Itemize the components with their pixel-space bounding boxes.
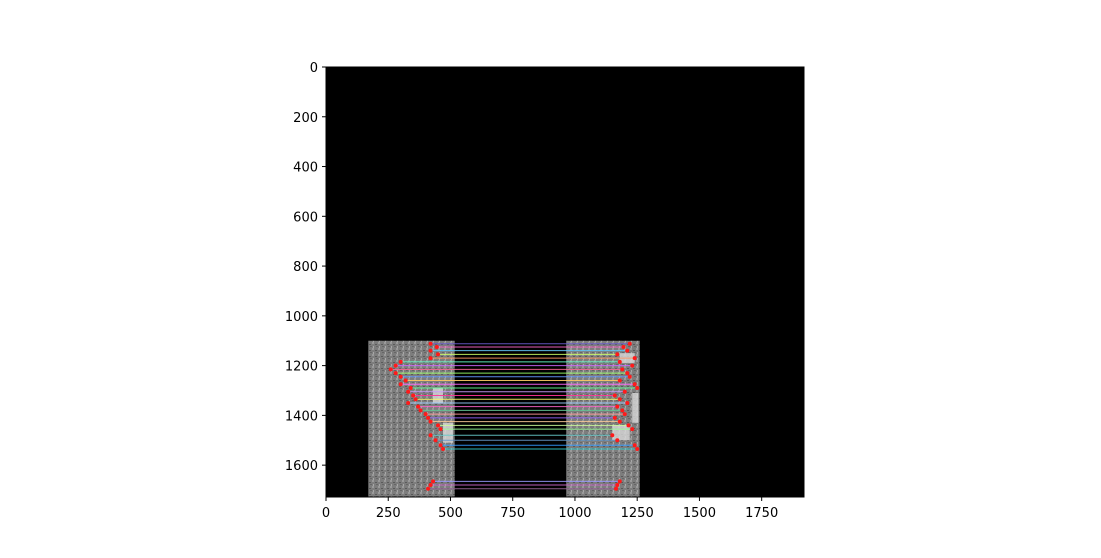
x-tick-label: 250 — [376, 506, 401, 521]
keypoint — [398, 382, 403, 387]
keypoint — [622, 389, 627, 394]
keypoint — [625, 348, 630, 353]
keypoint — [617, 479, 622, 484]
keypoint — [416, 404, 421, 409]
axes-frame — [325, 66, 805, 498]
keypoint — [428, 419, 433, 424]
keypoint — [615, 483, 620, 488]
keypoint — [617, 397, 622, 402]
x-tick-label: 1250 — [621, 506, 654, 521]
x-tick-label: 750 — [500, 506, 525, 521]
keypoint — [433, 438, 438, 443]
keypoint — [436, 423, 441, 428]
keypoint — [428, 341, 433, 346]
keypoint — [610, 433, 615, 438]
keypoint — [625, 400, 630, 405]
keypoint — [612, 393, 617, 398]
keypoint — [426, 486, 431, 491]
keypoint — [438, 427, 443, 432]
match-lines — [390, 343, 638, 490]
keypoints — [388, 341, 640, 491]
keypoint — [617, 359, 622, 364]
keypoint — [438, 443, 443, 448]
y-tick-label: 1000 — [285, 310, 318, 325]
axes — [325, 66, 805, 498]
keypoint — [428, 483, 433, 488]
keypoint — [406, 389, 411, 394]
keypoint — [408, 386, 413, 391]
keypoint — [632, 443, 637, 448]
keypoint — [436, 352, 441, 357]
keypoint — [622, 412, 627, 417]
keypoint — [615, 404, 620, 409]
keypoint — [612, 415, 617, 420]
keypoint — [617, 419, 622, 424]
y-tick-label: 800 — [293, 260, 318, 275]
keypoint — [423, 412, 428, 417]
keypoint — [630, 427, 635, 432]
keypoint — [441, 446, 446, 451]
y-tick-label: 1400 — [285, 409, 318, 424]
x-tick-label: 500 — [438, 506, 463, 521]
keypoint — [393, 371, 398, 376]
keypoint — [630, 363, 635, 368]
keypoint — [403, 378, 408, 383]
keypoint — [620, 408, 625, 413]
keypoint — [635, 386, 640, 391]
keypoint — [620, 367, 625, 372]
keypoint — [388, 367, 393, 372]
keypoint — [393, 363, 398, 368]
bright-patch — [632, 392, 639, 423]
keypoint — [626, 423, 631, 428]
x-tick-label: 1500 — [683, 506, 716, 521]
y-axis-ticks: 0 200 400 600 800 1000 1200 1400 1600 — [285, 61, 326, 474]
y-tick-label: 600 — [293, 210, 318, 225]
keypoint — [426, 415, 431, 420]
keypoint — [434, 344, 439, 349]
keypoint — [428, 348, 433, 353]
keypoint — [428, 433, 433, 438]
x-tick-label: 1000 — [558, 506, 591, 521]
bright-patch — [443, 422, 453, 443]
y-tick-label: 1200 — [285, 360, 318, 375]
keypoint — [614, 486, 619, 491]
keypoint — [398, 359, 403, 364]
keypoint — [418, 408, 423, 413]
keypoint — [625, 371, 630, 376]
keypoint — [431, 479, 436, 484]
keypoint — [627, 374, 632, 379]
x-axis-ticks: 0 250 500 750 1000 1250 1500 1750 — [322, 497, 778, 521]
keypoint — [617, 378, 622, 383]
bright-patch — [612, 425, 630, 441]
keypoint — [615, 438, 620, 443]
x-tick-label: 0 — [322, 506, 330, 521]
y-tick-label: 1600 — [285, 459, 318, 474]
keypoint — [632, 356, 637, 361]
keypoint — [615, 352, 620, 357]
keypoint — [627, 341, 632, 346]
y-tick-label: 200 — [293, 111, 318, 126]
y-tick-label: 400 — [293, 161, 318, 176]
left-photo — [368, 340, 455, 497]
keypoint — [635, 446, 640, 451]
keypoint — [632, 382, 637, 387]
keypoint — [398, 374, 403, 379]
keypoint — [411, 393, 416, 398]
right-photo — [566, 340, 640, 497]
keypoint — [621, 344, 626, 349]
keypoint — [413, 397, 418, 402]
keypoint — [428, 356, 433, 361]
keypoint — [406, 400, 411, 405]
x-tick-label: 1750 — [745, 506, 778, 521]
y-tick-label: 0 — [310, 61, 318, 76]
